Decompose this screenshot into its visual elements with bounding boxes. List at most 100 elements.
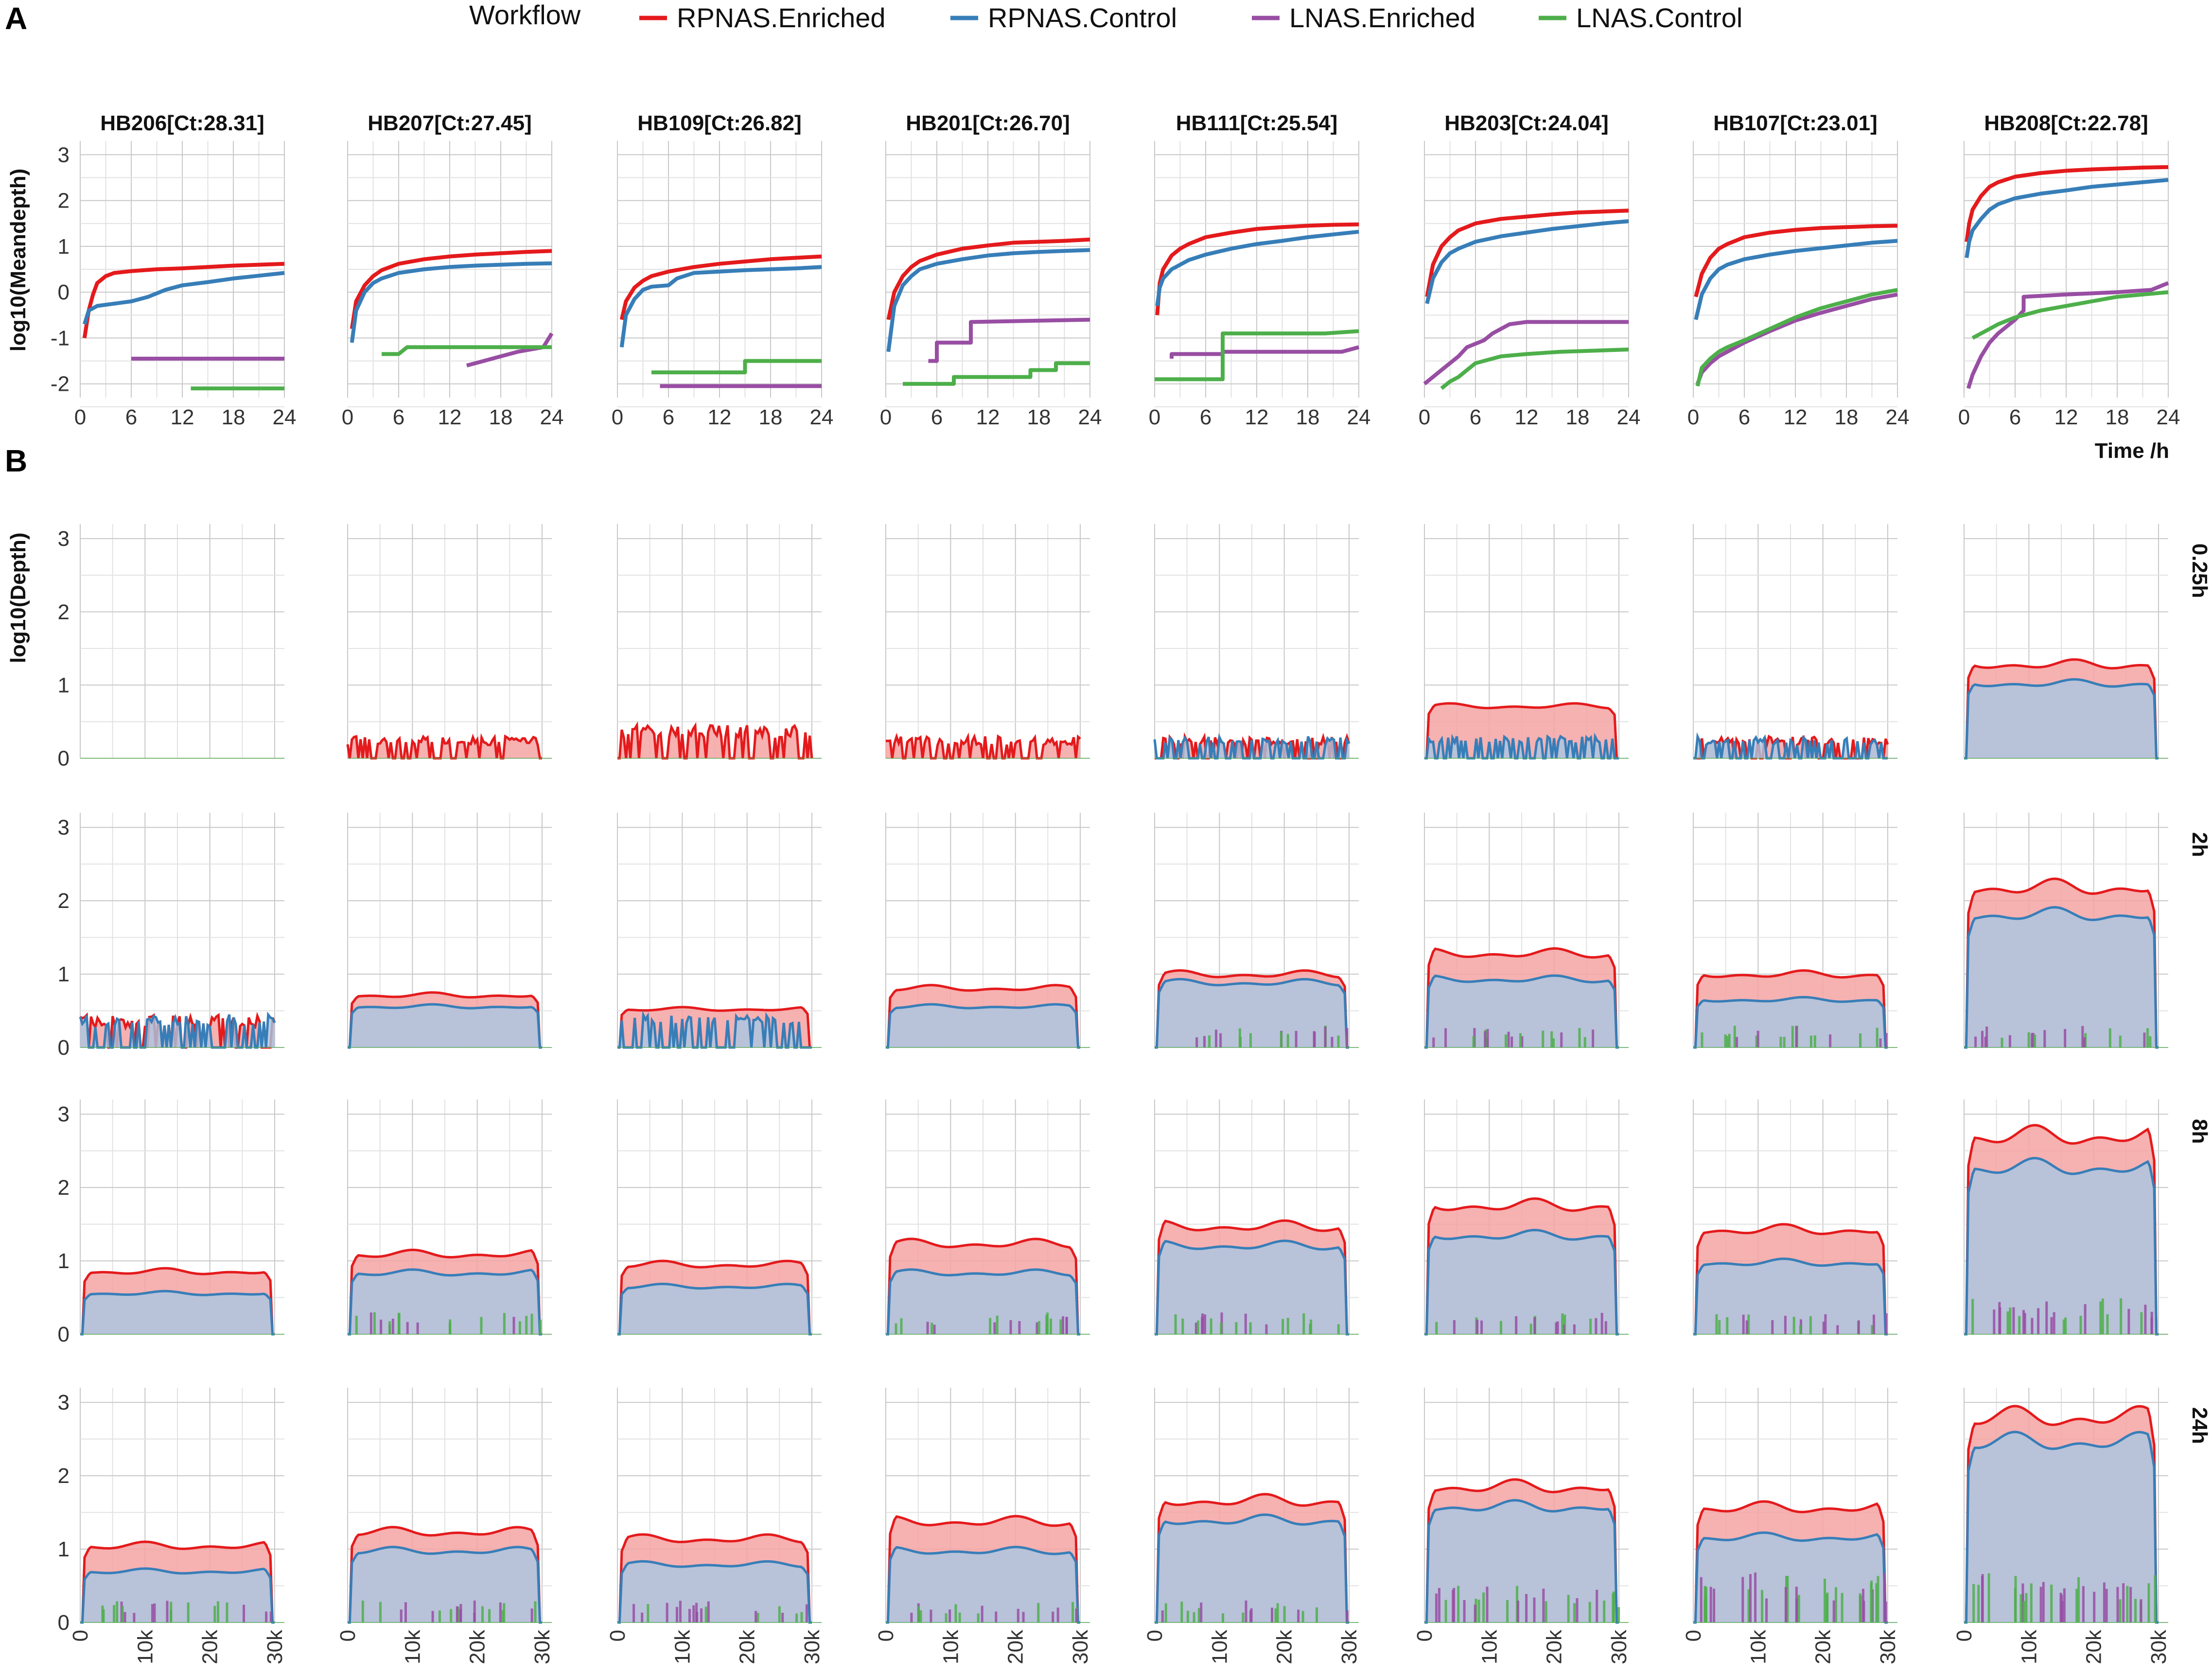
lnas-enriched-bar [2063,1588,2066,1622]
x-tick-label: 0 [74,405,86,429]
y-tick-label: 1 [58,673,70,697]
y-tick-label: 1 [58,1537,70,1561]
facet-a-7: HB107[Ct:23.01] 0 6 12 18 24 [1687,111,1910,429]
lnas-enriched-bar [1515,1316,1518,1334]
lnas-control-bar [2009,1308,2012,1334]
x-tick-label: 10k [1477,1629,1501,1664]
series-line-lnas-enriched [1423,320,1629,385]
rpnas-enriched-line [1693,1500,1888,1624]
rpnas-enriched-line [617,1533,812,1624]
x-tick-label: 0 [612,405,623,429]
lnas-control-bar [1728,1034,1731,1047]
rpnas-control-area [348,1004,542,1047]
x-tick-label: 20k [1811,1629,1835,1664]
lnas-enriched-bar [688,1609,691,1622]
rpnas-enriched-line [886,1238,1080,1336]
lnas-enriched-bar [2103,1582,2106,1622]
lnas-control-bar [2126,1586,2129,1622]
lnas-control-bar [954,1604,957,1622]
lnas-enriched-bar [641,1612,644,1622]
lnas-control-bar [1174,1314,1177,1334]
lnas-enriched-bar [416,1322,419,1334]
lnas-control-bar [1337,1035,1340,1047]
facet-b-r3-c7 [1693,1099,1897,1336]
lnas-enriched-bar [1592,1029,1595,1047]
rpnas-enriched-line [1964,877,2159,1049]
lnas-control-bar [226,1602,228,1622]
lnas-control-bar [2001,1038,2003,1047]
rpnas-control-area [1155,979,1349,1047]
lnas-control-bar [1050,1318,1052,1334]
lnas-control-bar [1799,1325,1802,1334]
panel-a-x-axis-title: Time /h [2095,439,2169,463]
lnas-control-bar [1181,1318,1184,1334]
lnas-enriched-bar [1017,1608,1019,1622]
rpnas-enriched-line [1155,1219,1349,1336]
x-tick-label: 10k [1208,1629,1231,1664]
lnas-control-bar [1337,1324,1340,1334]
lnas-enriched-bar [1784,1587,1787,1622]
facet-b-r2-c7 [1693,813,1897,1049]
lnas-enriched-bar [1480,1320,1483,1334]
series-line-rpnas-enriched [1425,209,1629,297]
lnas-control-bar [1783,1037,1786,1047]
rpnas-control-line [1964,1157,2159,1336]
facet-b-r1-c2 [346,524,552,760]
lnas-enriched-bar [2064,1029,2067,1047]
x-tick-label: 24 [540,405,564,429]
lnas-control-bar [1977,1585,1980,1622]
lnas-enriched-bar [1873,1314,1875,1334]
timepoint-strip-label: 0.25h [2188,543,2212,598]
series-line-lnas-control [382,345,552,356]
rpnas-enriched-line [348,1248,542,1336]
rpnas-control-line [348,1268,542,1336]
lnas-control-bar [1197,1608,1200,1622]
lnas-enriched-bar [1756,1030,1759,1047]
lnas-control-bar [1519,1033,1522,1047]
x-tick-label: 12 [1245,405,1269,429]
lnas-enriched-bar [391,1319,394,1334]
legend-label: LNAS.Enriched [1289,2,1475,33]
x-tick-label: 6 [393,405,404,429]
lnas-control-bar [1045,1323,1048,1334]
rpnas-control-line [1693,1531,1888,1624]
series-line-lnas-control [1695,288,1898,387]
lnas-enriched-bar [2081,1026,2084,1047]
lnas-control-bar [355,1316,358,1334]
rpnas-enriched-line [1964,1405,2159,1624]
lnas-enriched-bar [1771,1320,1774,1334]
series-line-rpnas-control [1155,229,1359,306]
lnas-control-bar [1859,1033,1862,1047]
y-tick-label: 2 [58,889,70,913]
lnas-control-bar [1286,1034,1289,1047]
legend-item-lnas-enriched: LNAS.Enriched [1252,2,1475,33]
x-tick-label: 0 [1958,405,1970,429]
x-tick-label: 18 [1566,405,1590,429]
lnas-enriched-bar [666,1603,668,1622]
rpnas-control-line [80,1290,275,1336]
lnas-enriched-bar [1075,1608,1078,1622]
lnas-enriched-bar [1463,1600,1466,1622]
lnas-control-bar [1972,1584,1975,1622]
rpnas-control-area [1964,1158,2159,1334]
lnas-enriched-bar [1885,1313,1888,1334]
lnas-enriched-bar [1795,1598,1798,1622]
legend-item-rpnas-enriched: RPNAS.Enriched [639,2,886,33]
facet-b-r3-c8 [1964,1099,2168,1336]
lnas-control-bar [2062,1319,2065,1334]
lnas-enriched-bar [2031,1033,2033,1047]
lnas-enriched-bar [1824,1314,1827,1334]
x-tick-label: 24 [1078,405,1102,429]
lnas-control-bar [1071,1602,1074,1622]
rpnas-control-line [886,1546,1080,1624]
lnas-enriched-bar [2122,1583,2125,1622]
rpnas-control-line [1153,733,1351,760]
y-tick-label: -1 [51,326,70,350]
x-tick-label: 6 [1470,405,1481,429]
lnas-control-bar [503,1313,506,1334]
rpnas-enriched-line [1693,1223,1888,1336]
rpnas-enriched-line [346,733,542,760]
lnas-enriched-bar [805,1604,808,1622]
rpnas-control-line [1964,906,2159,1049]
legend: Workflow RPNAS.Enriched RPNAS.Control LN… [469,0,1742,33]
